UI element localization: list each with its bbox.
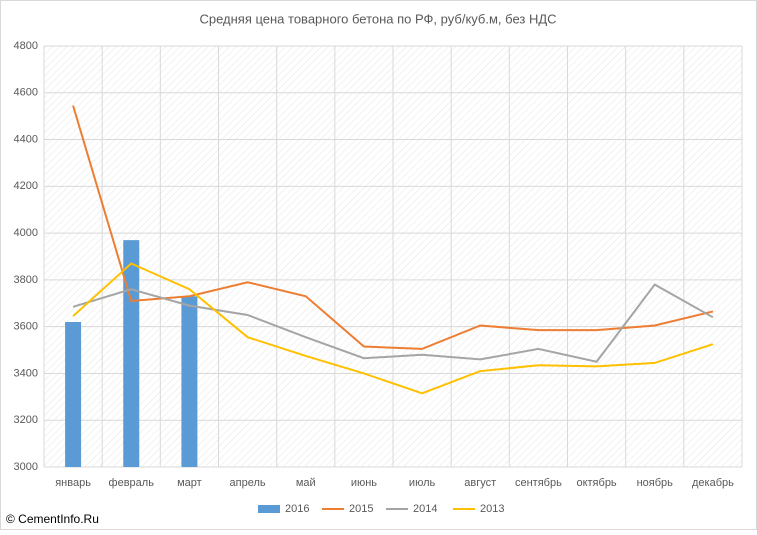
y-tick-label: 4400 bbox=[14, 133, 38, 145]
bar bbox=[65, 321, 82, 467]
y-tick-label: 4800 bbox=[14, 40, 38, 52]
legend-label: 2015 bbox=[349, 503, 373, 515]
x-tick-label: май bbox=[296, 477, 316, 489]
source: © CementInfo.Ru bbox=[6, 512, 99, 526]
x-tick-label: июнь bbox=[351, 477, 377, 489]
x-tick-label: январь bbox=[55, 477, 91, 489]
x-tick-label: апрель bbox=[230, 477, 266, 489]
legend-label: 2013 bbox=[480, 503, 504, 515]
y-tick-label: 3800 bbox=[14, 274, 38, 286]
y-tick-label: 3400 bbox=[14, 367, 38, 379]
x-tick-label: август bbox=[464, 477, 496, 489]
x-tick-label: сентябрь bbox=[515, 477, 562, 489]
x-tick-label: ноябрь bbox=[637, 477, 674, 489]
y-tick-label: 4600 bbox=[14, 87, 38, 99]
y-tick-label: 3000 bbox=[14, 461, 38, 473]
legend-label: 2016 bbox=[285, 503, 309, 515]
legend-swatch bbox=[258, 505, 280, 513]
y-tick-label: 4000 bbox=[14, 227, 38, 239]
y-tick-label: 3200 bbox=[14, 414, 38, 426]
x-tick-label: июль bbox=[409, 477, 436, 489]
x-tick-label: март bbox=[177, 477, 202, 489]
chart-title: Средняя цена товарного бетона по РФ, руб… bbox=[199, 11, 556, 26]
bar bbox=[123, 240, 140, 467]
x-tick-label: декабрь bbox=[692, 477, 734, 489]
line bbox=[72, 262, 714, 395]
x-tick-label: октябрь bbox=[576, 477, 616, 489]
bar bbox=[181, 296, 198, 467]
legend-label: 2014 bbox=[413, 503, 437, 515]
line bbox=[72, 283, 714, 363]
y-tick-label: 4200 bbox=[14, 180, 38, 192]
line bbox=[72, 105, 714, 350]
x-tick-label: февраль bbox=[109, 477, 155, 489]
y-tick-label: 3600 bbox=[14, 321, 38, 333]
